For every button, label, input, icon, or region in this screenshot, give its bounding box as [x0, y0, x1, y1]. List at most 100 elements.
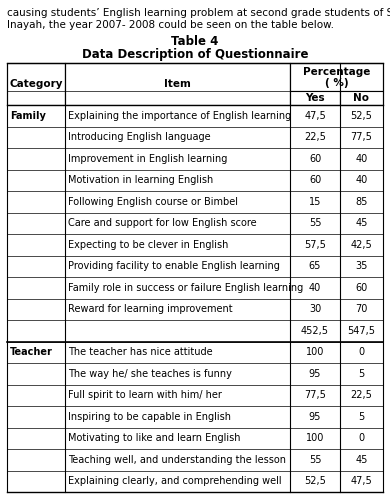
- Text: 47,5: 47,5: [351, 476, 372, 486]
- Text: 40: 40: [355, 154, 368, 164]
- Text: Explaining clearly, and comprehending well: Explaining clearly, and comprehending we…: [68, 476, 282, 486]
- Bar: [65, 234, 290, 255]
- Bar: [290, 212, 340, 234]
- Bar: [340, 234, 383, 255]
- Bar: [340, 363, 383, 384]
- Bar: [340, 170, 383, 191]
- Text: Inayah, the year 2007- 2008 could be seen on the table below.: Inayah, the year 2007- 2008 could be see…: [7, 20, 334, 30]
- Bar: [65, 471, 290, 492]
- Bar: [340, 406, 383, 428]
- Bar: [340, 342, 383, 363]
- Text: Care and support for low English score: Care and support for low English score: [68, 218, 257, 228]
- Bar: [65, 299, 290, 320]
- Bar: [290, 91, 340, 105]
- Text: Item: Item: [164, 79, 191, 89]
- Bar: [290, 449, 340, 471]
- Text: 60: 60: [309, 175, 321, 185]
- Bar: [290, 234, 340, 255]
- Bar: [7, 342, 65, 363]
- Bar: [7, 191, 65, 212]
- Text: 57,5: 57,5: [304, 240, 326, 250]
- Text: Providing facility to enable English learning: Providing facility to enable English lea…: [68, 261, 280, 271]
- Bar: [7, 105, 65, 126]
- Text: 5: 5: [358, 369, 365, 379]
- Bar: [65, 320, 290, 342]
- Text: 95: 95: [309, 412, 321, 422]
- Text: Motivation in learning English: Motivation in learning English: [68, 175, 213, 185]
- Bar: [340, 255, 383, 277]
- Text: Inspiring to be capable in English: Inspiring to be capable in English: [68, 412, 231, 422]
- Text: 60: 60: [355, 283, 368, 293]
- Text: 52,5: 52,5: [351, 111, 372, 121]
- Text: Family: Family: [10, 111, 46, 121]
- Bar: [290, 191, 340, 212]
- Text: 547,5: 547,5: [347, 326, 376, 336]
- Bar: [7, 320, 65, 342]
- Text: 55: 55: [309, 455, 321, 465]
- Text: 100: 100: [306, 347, 324, 357]
- Text: Percentage: Percentage: [303, 67, 370, 77]
- Bar: [65, 428, 290, 449]
- Bar: [340, 126, 383, 148]
- Text: Explaining the importance of English learning: Explaining the importance of English lea…: [68, 111, 291, 121]
- Text: Expecting to be clever in English: Expecting to be clever in English: [68, 240, 229, 250]
- Text: 0: 0: [358, 433, 365, 443]
- Bar: [290, 170, 340, 191]
- Bar: [65, 212, 290, 234]
- Text: 95: 95: [309, 369, 321, 379]
- Bar: [65, 191, 290, 212]
- Bar: [7, 449, 65, 471]
- Text: 52,5: 52,5: [304, 476, 326, 486]
- Text: Motivating to like and learn English: Motivating to like and learn English: [68, 433, 241, 443]
- Text: 22,5: 22,5: [351, 390, 372, 400]
- Text: 45: 45: [355, 218, 368, 228]
- Bar: [290, 63, 383, 91]
- Bar: [340, 191, 383, 212]
- Bar: [340, 212, 383, 234]
- Bar: [65, 63, 290, 105]
- Text: 100: 100: [306, 433, 324, 443]
- Bar: [65, 406, 290, 428]
- Bar: [7, 406, 65, 428]
- Bar: [65, 170, 290, 191]
- Text: 47,5: 47,5: [304, 111, 326, 121]
- Bar: [65, 449, 290, 471]
- Text: Reward for learning improvement: Reward for learning improvement: [68, 304, 232, 314]
- Bar: [65, 342, 290, 363]
- Bar: [290, 255, 340, 277]
- Bar: [290, 126, 340, 148]
- Bar: [290, 428, 340, 449]
- Bar: [290, 363, 340, 384]
- Text: Introducing English language: Introducing English language: [68, 132, 211, 142]
- Text: Data Description of Questionnaire: Data Description of Questionnaire: [82, 48, 308, 61]
- Text: 77,5: 77,5: [351, 132, 372, 142]
- Text: 77,5: 77,5: [304, 390, 326, 400]
- Text: Full spirit to learn with him/ her: Full spirit to learn with him/ her: [68, 390, 222, 400]
- Text: Family role in success or failure English learning: Family role in success or failure Englis…: [68, 283, 303, 293]
- Bar: [290, 406, 340, 428]
- Bar: [340, 105, 383, 126]
- Text: Teacher: Teacher: [10, 347, 53, 357]
- Bar: [7, 299, 65, 320]
- Bar: [65, 363, 290, 384]
- Bar: [340, 449, 383, 471]
- Text: 85: 85: [355, 197, 368, 207]
- Text: 40: 40: [309, 283, 321, 293]
- Bar: [340, 471, 383, 492]
- Text: ( %): ( %): [325, 78, 348, 88]
- Bar: [7, 126, 65, 148]
- Text: 55: 55: [309, 218, 321, 228]
- Bar: [290, 299, 340, 320]
- Bar: [290, 384, 340, 406]
- Text: 60: 60: [309, 154, 321, 164]
- Text: 22,5: 22,5: [304, 132, 326, 142]
- Text: The teacher has nice attitude: The teacher has nice attitude: [68, 347, 213, 357]
- Bar: [7, 471, 65, 492]
- Bar: [7, 234, 65, 255]
- Text: Following English course or Bimbel: Following English course or Bimbel: [68, 197, 238, 207]
- Bar: [340, 320, 383, 342]
- Bar: [65, 148, 290, 170]
- Bar: [7, 63, 65, 105]
- Text: 65: 65: [309, 261, 321, 271]
- Bar: [340, 384, 383, 406]
